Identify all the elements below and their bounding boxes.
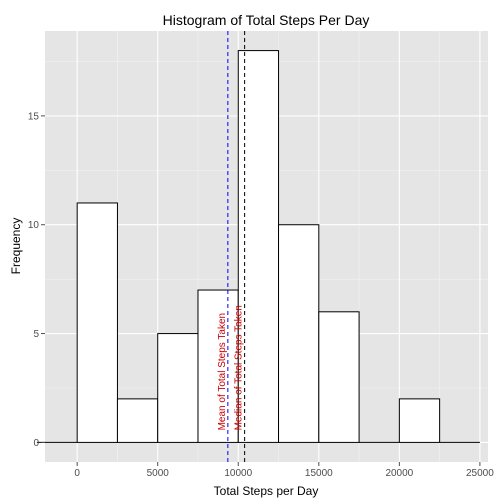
y-tick-label: 15 [28,111,40,122]
x-tick-label: 25000 [466,468,494,479]
y-axis-label: Frequency [9,218,23,275]
x-tick-label: 0 [74,468,80,479]
reference-line-label: Median of Total Steps Taken [234,305,245,430]
x-axis-label: Total Steps per Day [214,484,319,498]
x-tick-label: 20000 [385,468,413,479]
axis-ticks: 0 5000 10000 15000 20000 25000 0 5 10 15 [28,111,494,479]
x-tick-label: 15000 [305,468,333,479]
histogram-bar [318,311,360,443]
x-tick-label: 5000 [147,468,170,479]
x-tick-label: 10000 [224,468,252,479]
chart-title: Histogram of Total Steps Per Day [163,12,370,28]
histogram-bar [197,289,239,443]
y-tick-label: 0 [33,438,39,449]
reference-line-label: Mean of Total Steps Taken [217,313,228,431]
histogram-bar [398,398,441,443]
y-tick-label: 10 [28,220,40,231]
histogram-bar [157,333,199,443]
histogram-bar [278,224,320,443]
y-tick-label: 5 [33,329,39,340]
histogram-bar [76,202,118,443]
histogram-bar [116,398,159,443]
reference-lines: Mean of Total Steps Taken Median of Total… [217,31,246,462]
